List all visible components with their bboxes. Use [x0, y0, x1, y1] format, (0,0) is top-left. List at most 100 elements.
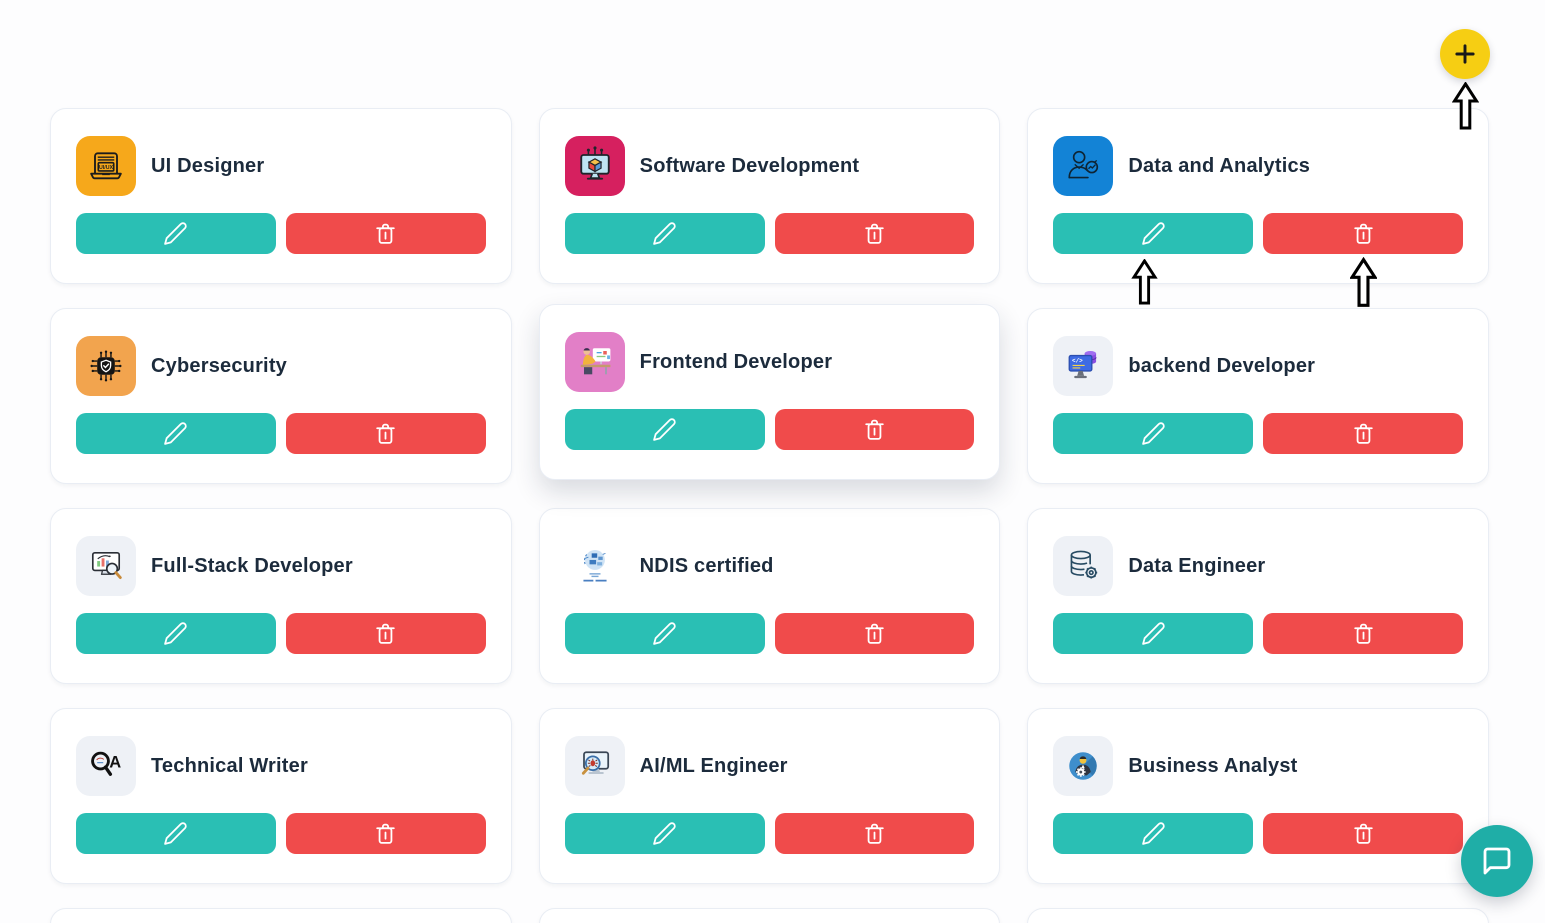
delete-button[interactable]	[285, 813, 486, 854]
delete-button[interactable]	[774, 409, 975, 450]
category-header: Data Engineer	[1053, 536, 1463, 596]
edit-button[interactable]	[564, 813, 765, 854]
card-actions	[76, 213, 486, 254]
category-card: Data and Analytics	[1027, 108, 1489, 284]
category-title: Cybersecurity	[151, 354, 287, 377]
edit-button[interactable]	[76, 413, 276, 454]
category-header: Frontend Developer	[564, 332, 975, 392]
edit-button[interactable]	[1053, 413, 1254, 454]
edit-button[interactable]	[76, 613, 276, 654]
delete-button[interactable]	[774, 613, 975, 654]
trash-icon	[1351, 221, 1376, 246]
category-title: Technical Writer	[151, 754, 308, 777]
delete-button[interactable]	[285, 413, 486, 454]
category-card: A Technical Writer	[50, 708, 512, 884]
plus-icon	[1455, 44, 1475, 64]
category-header: NDIS certified	[564, 536, 975, 596]
chat-widget-button[interactable]	[1461, 825, 1533, 897]
card-actions	[76, 813, 486, 854]
card-actions	[564, 409, 975, 450]
code-monitor-database-icon: </>	[1053, 336, 1114, 396]
trash-icon	[1351, 621, 1376, 646]
bug-scan-monitor-icon	[564, 736, 625, 796]
card-actions	[1053, 413, 1463, 454]
edit-button[interactable]	[76, 813, 276, 854]
svg-text:A: A	[109, 754, 121, 772]
chip-shield-icon	[76, 336, 136, 396]
category-header: Full-Stack Developer	[76, 536, 486, 596]
delete-button[interactable]	[774, 213, 975, 254]
trash-icon	[1351, 421, 1376, 446]
trash-icon	[862, 621, 887, 646]
category-title: Data Engineer	[1128, 554, 1266, 577]
trash-icon	[862, 417, 887, 442]
category-card: Business Analyst	[1027, 708, 1489, 884]
card-actions	[1053, 213, 1463, 254]
card-actions	[1053, 813, 1463, 854]
category-card: Cybersecurity	[50, 308, 512, 484]
up-arrow-pointer-add	[1452, 82, 1479, 130]
trash-icon	[862, 221, 887, 246]
pencil-icon	[652, 417, 677, 442]
category-card: Frontend Developer	[538, 304, 1001, 480]
delete-button[interactable]	[774, 813, 975, 854]
pencil-icon	[1141, 421, 1166, 446]
category-title: Data and Analytics	[1128, 154, 1311, 177]
ndis-logo-icon	[564, 536, 625, 596]
pencil-icon	[163, 221, 188, 246]
up-arrow-icon	[1131, 259, 1158, 305]
pencil-icon	[163, 821, 188, 846]
edit-button-data-and-analytics[interactable]	[1053, 213, 1254, 254]
edit-button[interactable]	[76, 213, 276, 254]
card-actions	[564, 213, 975, 254]
monitor-cube-icon	[564, 136, 625, 196]
category-card: Data Engineer	[1027, 508, 1489, 684]
person-gear-badge-icon	[1053, 736, 1114, 796]
delete-button[interactable]	[1263, 613, 1463, 654]
delete-button[interactable]	[1263, 413, 1463, 454]
category-title: UI Designer	[151, 154, 265, 177]
trash-icon	[862, 821, 887, 846]
category-card-partial	[1027, 908, 1489, 923]
category-title: Software Development	[639, 154, 860, 177]
delete-button-data-and-analytics[interactable]	[1263, 213, 1463, 254]
card-actions	[564, 613, 975, 654]
category-card: UI/UX UI Designer	[50, 108, 512, 284]
edit-button[interactable]	[1053, 613, 1254, 654]
analyst-person-icon	[1053, 136, 1114, 196]
edit-button[interactable]	[564, 213, 765, 254]
delete-button[interactable]	[1263, 813, 1463, 854]
edit-button[interactable]	[564, 409, 765, 450]
category-card: NDIS certified	[538, 508, 1001, 684]
category-title: Frontend Developer	[639, 350, 833, 373]
category-card: Full-Stack Developer	[50, 508, 512, 684]
category-header: Business Analyst	[1053, 736, 1463, 796]
category-header: AI/ML Engineer	[564, 736, 975, 796]
edit-button[interactable]	[1053, 813, 1254, 854]
category-card: </> backend Developer	[1027, 308, 1489, 484]
card-actions	[76, 413, 486, 454]
trash-icon	[373, 421, 398, 446]
pencil-icon	[1141, 821, 1166, 846]
svg-text:</>: </>	[1072, 358, 1083, 365]
category-title: AI/ML Engineer	[639, 754, 788, 777]
category-card: AI/ML Engineer	[538, 708, 1001, 884]
category-header: Cybersecurity	[76, 336, 486, 396]
pencil-icon	[163, 421, 188, 446]
pencil-icon	[652, 621, 677, 646]
category-grid: UI/UX UI Designer	[50, 108, 1489, 923]
delete-button[interactable]	[285, 613, 486, 654]
add-category-button[interactable]	[1440, 29, 1490, 79]
delete-button[interactable]	[285, 213, 486, 254]
trash-icon	[1351, 821, 1376, 846]
category-header: Data and Analytics	[1053, 136, 1463, 196]
svg-text:UI/UX: UI/UX	[99, 165, 114, 171]
category-header: UI/UX UI Designer	[76, 136, 486, 196]
up-arrow-icon	[1350, 257, 1377, 308]
category-header: A Technical Writer	[76, 736, 486, 796]
category-title: NDIS certified	[639, 554, 774, 577]
pencil-icon	[163, 621, 188, 646]
pencil-icon	[652, 221, 677, 246]
edit-button[interactable]	[564, 613, 765, 654]
category-card-partial	[50, 908, 512, 923]
